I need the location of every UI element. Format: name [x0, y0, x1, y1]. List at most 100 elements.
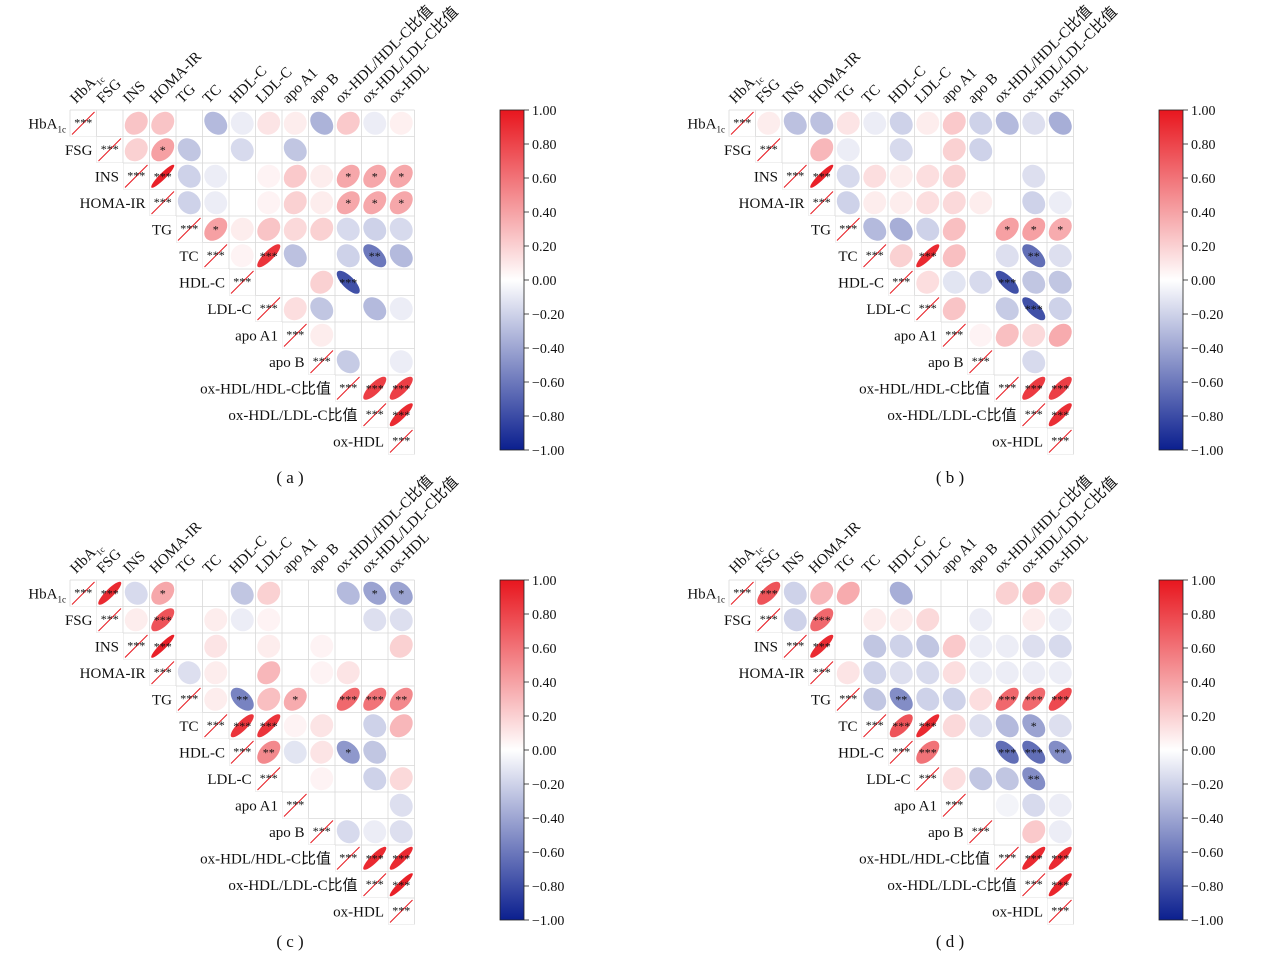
colorbar-tick-label: 0.20 — [532, 710, 557, 725]
diagonal-mark — [783, 634, 807, 658]
correlation-ellipse — [177, 138, 201, 162]
significance-label: *** — [154, 169, 172, 183]
row-label: apo B — [269, 825, 304, 841]
colorbar-tick-label: 0.80 — [532, 608, 557, 623]
row-label: TC — [179, 719, 198, 735]
correlation-ellipse — [230, 111, 254, 135]
diagonal-mark — [363, 873, 387, 897]
significance-label: *** — [1051, 878, 1069, 892]
correlation-ellipse — [1022, 740, 1046, 764]
diagonal-mark — [71, 581, 95, 605]
significance-label: ** — [395, 692, 407, 706]
correlation-ellipse — [995, 111, 1019, 135]
correlation-ellipse — [151, 111, 175, 135]
correlation-ellipse — [916, 687, 940, 711]
significance-label: ** — [369, 249, 381, 263]
significance-label: * — [292, 692, 298, 706]
row-label: LDL-C — [207, 772, 251, 788]
correlation-ellipse — [257, 608, 281, 632]
correlation-ellipse — [257, 740, 281, 764]
diagonal-mark — [942, 793, 966, 817]
correlation-ellipse — [177, 661, 201, 685]
diagonal-significance: *** — [233, 274, 251, 288]
row-label: ox-HDL/HDL-C比值 — [859, 380, 990, 397]
colorbar-tick-label: 0.40 — [532, 676, 557, 691]
correlation-ellipse — [389, 244, 413, 268]
correlation-ellipse — [916, 740, 940, 764]
colorbar — [499, 109, 525, 451]
row-label: apo A1 — [894, 328, 937, 344]
colorbar-tick-label: −0.80 — [1191, 880, 1223, 895]
diagonal-mark — [889, 740, 913, 764]
correlation-ellipse — [863, 164, 887, 188]
correlation-ellipse — [863, 191, 887, 215]
diagonal-significance: *** — [1025, 407, 1043, 421]
diagonal-mark — [810, 191, 834, 215]
row-label: ox-HDL/LDL-C比值 — [228, 407, 357, 424]
correlation-ellipse — [1022, 297, 1046, 321]
correlation-ellipse — [310, 111, 334, 135]
diagonal-significance: *** — [339, 850, 357, 864]
correlation-ellipse — [1022, 793, 1046, 817]
correlation-ellipse — [1022, 634, 1046, 658]
diagonal-mark — [257, 297, 281, 321]
correlation-ellipse — [942, 687, 966, 711]
correlation-ellipse — [363, 164, 387, 188]
significance-label: * — [372, 169, 378, 183]
diagonal-significance: *** — [998, 850, 1016, 864]
row-label: apo B — [928, 355, 963, 371]
correlation-ellipse — [836, 138, 860, 162]
significance-label: *** — [1025, 745, 1043, 759]
significance-label: * — [372, 196, 378, 210]
correlation-ellipse — [916, 191, 940, 215]
diagonal-significance: *** — [1025, 877, 1043, 891]
colorbar-tick-label: −0.40 — [532, 342, 564, 357]
correlation-ellipse — [810, 634, 834, 658]
colorbar-tick-label: −0.60 — [532, 376, 564, 391]
correlation-ellipse — [995, 297, 1019, 321]
correlation-ellipse — [889, 687, 913, 711]
significance-label: *** — [998, 745, 1016, 759]
significance-label: *** — [1051, 381, 1069, 395]
correlation-ellipse — [230, 608, 254, 632]
correlation-ellipse — [942, 244, 966, 268]
colorbar-tick-label: −0.80 — [1191, 410, 1223, 425]
correlation-ellipse — [810, 581, 834, 605]
panel-a: ****************************************… — [28, 2, 564, 487]
row-label: ox-HDL — [333, 904, 384, 920]
significance-label: ** — [1028, 249, 1040, 263]
diagonal-significance: *** — [839, 691, 857, 705]
correlation-ellipse — [310, 217, 334, 241]
row-label: TG — [152, 222, 172, 238]
significance-label: * — [1057, 222, 1063, 236]
colorbar-tick-label: 0.20 — [1191, 710, 1216, 725]
correlation-ellipse — [1048, 323, 1072, 347]
diagonal-significance: *** — [74, 115, 92, 129]
correlation-ellipse — [336, 820, 360, 844]
correlation-ellipse — [257, 634, 281, 658]
correlation-ellipse — [1022, 608, 1046, 632]
correlation-ellipse — [389, 350, 413, 374]
correlation-ellipse — [336, 350, 360, 374]
correlation-ellipse — [389, 634, 413, 658]
lower-mask — [728, 606, 1074, 927]
correlation-ellipse — [1022, 846, 1046, 870]
correlation-ellipse — [204, 217, 228, 241]
correlation-ellipse — [942, 634, 966, 658]
correlation-ellipse — [995, 244, 1019, 268]
correlation-ellipse — [363, 608, 387, 632]
colorbar-tick-label: 0.80 — [1191, 608, 1216, 623]
correlation-ellipse — [863, 661, 887, 685]
significance-label: *** — [760, 586, 778, 600]
significance-label: * — [398, 196, 404, 210]
correlation-ellipse — [283, 297, 307, 321]
diagonal-mark — [389, 899, 413, 923]
significance-label: *** — [233, 719, 251, 733]
correlation-ellipse — [863, 111, 887, 135]
correlation-ellipse — [889, 138, 913, 162]
significance-label: *** — [260, 249, 278, 263]
diagonal-significance: *** — [998, 380, 1016, 394]
colorbar-tick-label: −0.80 — [532, 880, 564, 895]
colorbar-tick-label: 0.60 — [1191, 642, 1216, 657]
